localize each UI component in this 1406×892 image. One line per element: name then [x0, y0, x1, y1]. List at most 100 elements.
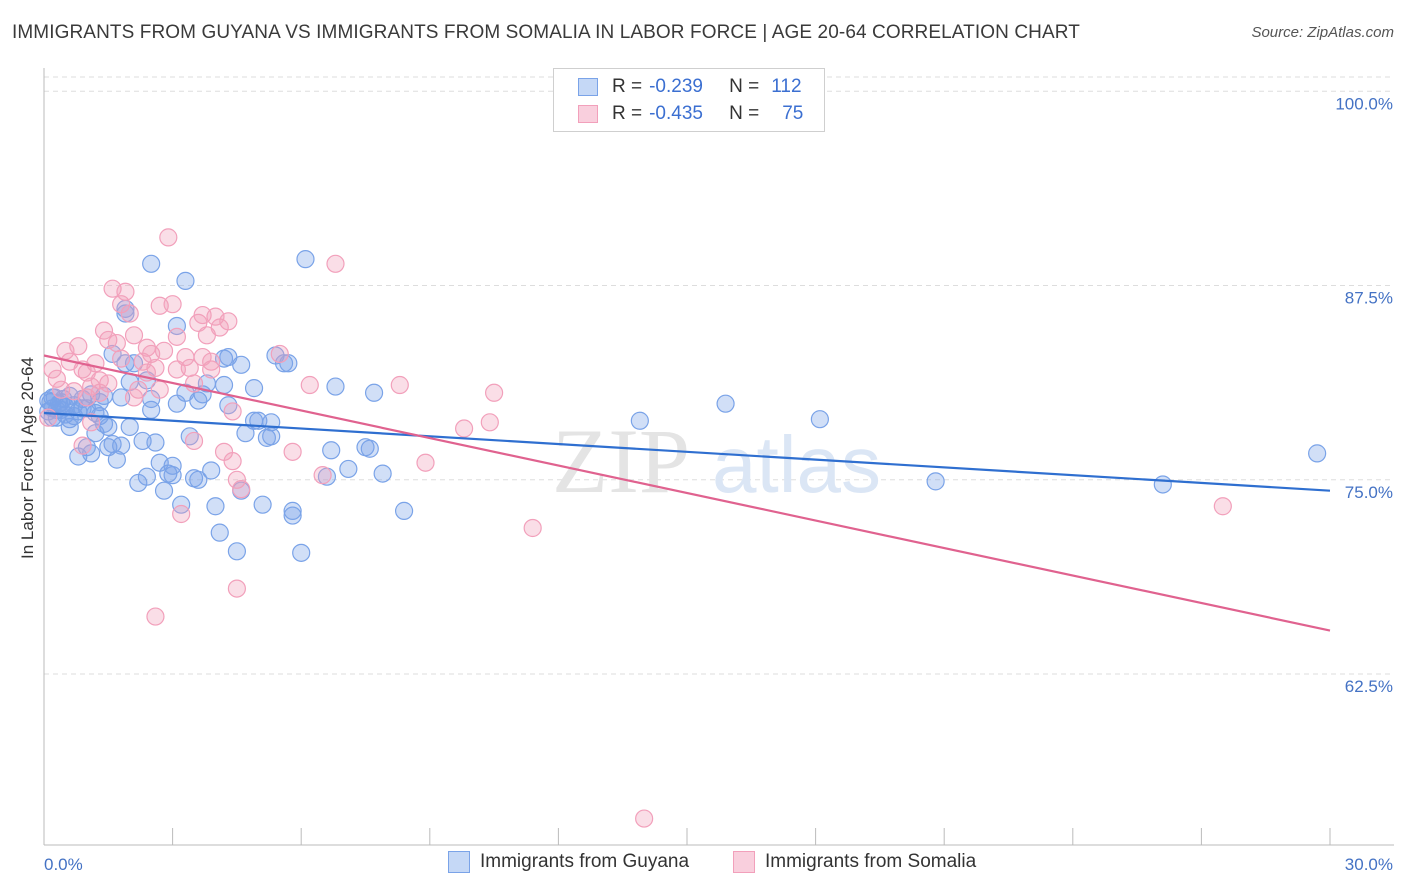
points-layer — [39, 228, 1327, 828]
bottom-legend-guyana[interactable]: Immigrants from Guyana — [448, 851, 689, 873]
somalia-point — [313, 466, 332, 485]
somalia-point — [167, 327, 186, 346]
somalia-point — [82, 413, 101, 432]
somalia-point — [300, 375, 319, 395]
somalia-point — [154, 341, 174, 360]
guyana-point — [253, 495, 272, 514]
somalia-point — [39, 408, 58, 427]
guyana-point — [227, 542, 246, 561]
guyana-point — [360, 439, 379, 458]
trend-layer — [43, 354, 1331, 632]
somalia-point — [270, 344, 289, 364]
bottom-legend-label-somalia: Immigrants from Somalia — [765, 851, 977, 872]
legend-n-value: 75 — [782, 103, 804, 124]
guyana-point — [296, 250, 315, 269]
guyana-point — [150, 453, 169, 472]
somalia-point — [485, 383, 504, 402]
guyana-point — [394, 501, 414, 520]
somalia-point — [120, 304, 139, 323]
y-axis-label: In Labor Force | Age 20-64 — [18, 357, 37, 559]
somalia-point — [227, 470, 246, 489]
guyana-point — [339, 459, 358, 479]
y-tick-label: 75.0% — [1345, 483, 1393, 502]
bottom-legend-swatch-somalia — [733, 851, 755, 873]
somalia-point — [219, 312, 238, 331]
guyana-point — [322, 441, 341, 460]
somalia-point — [64, 382, 84, 401]
guyana-point — [630, 411, 649, 430]
somalia-point — [202, 360, 221, 379]
bottom-legend-swatch-guyana — [448, 851, 470, 873]
tick-layer: 62.5% 75.0% 87.5% 100.0% 0.0% 30.0% — [43, 94, 1393, 874]
legend-r-label: R = — [612, 103, 643, 124]
correlation-legend: R = -0.239 N = 112 R = -0.435 N = 75 — [553, 68, 825, 132]
guyana-point — [120, 417, 139, 437]
somalia-point — [43, 360, 62, 379]
somalia-point — [163, 295, 182, 314]
somalia-point — [193, 347, 212, 367]
somalia-point — [124, 326, 144, 345]
guyana-point — [142, 254, 161, 273]
somalia-point — [167, 360, 186, 379]
guyana-point — [103, 344, 122, 364]
legend-n-label: N = — [729, 103, 760, 124]
somalia-point — [184, 431, 204, 451]
somalia-point — [94, 321, 114, 340]
guyana-point — [146, 433, 165, 452]
guyana-point — [373, 464, 392, 483]
y-tick-label: 100.0% — [1335, 94, 1393, 113]
bottom-legend-somalia[interactable]: Immigrants from Somalia — [733, 851, 976, 873]
somalia-point — [635, 809, 654, 828]
legend-n-value: 112 — [771, 76, 802, 97]
somalia-point — [112, 349, 131, 368]
guyana-point — [283, 501, 302, 520]
legend-r-label: R = — [612, 76, 643, 97]
guyana-point — [326, 377, 345, 396]
guyana-point — [364, 383, 384, 402]
guyana-point — [60, 417, 79, 437]
somalia-point — [137, 338, 156, 357]
guyana-trend-line — [43, 411, 1331, 492]
x-tick-label-min: 0.0% — [44, 855, 83, 874]
watermark: ZIP atlas — [552, 410, 881, 512]
legend-r-value: -0.435 — [649, 103, 703, 124]
y-tick-label: 62.5% — [1345, 677, 1393, 696]
source-credit: Source: ZipAtlas.com — [1251, 24, 1394, 41]
somalia-point — [1213, 497, 1232, 516]
somalia-point — [326, 254, 345, 273]
somalia-point — [146, 358, 165, 378]
guyana-point — [167, 316, 186, 336]
guyana-point — [206, 497, 225, 516]
somalia-point — [146, 607, 165, 626]
somalia-point — [69, 337, 88, 356]
guyana-point — [112, 388, 131, 407]
somalia-point — [159, 228, 178, 247]
guyana-point — [137, 467, 156, 486]
legend-swatch-somalia — [578, 105, 598, 123]
somalia-point — [283, 442, 302, 461]
guyana-point — [154, 481, 174, 500]
somalia-trend-line — [43, 354, 1331, 632]
x-tick-label-max: 30.0% — [1345, 855, 1393, 874]
y-tick-label: 87.5% — [1345, 289, 1393, 308]
somalia-point — [223, 402, 242, 421]
somalia-point — [99, 330, 118, 350]
somalia-point — [172, 504, 191, 524]
legend-row-somalia: R = -0.435 N = 75 — [578, 101, 803, 127]
guyana-point — [1153, 475, 1172, 494]
somalia-point — [227, 579, 246, 598]
guyana-point — [926, 472, 945, 491]
somalia-point — [523, 518, 542, 538]
watermark-atlas: atlas — [712, 420, 881, 509]
chart-title: IMMIGRANTS FROM GUYANA VS IMMIGRANTS FRO… — [12, 22, 1080, 43]
legend-row-guyana: R = -0.239 N = 112 — [578, 74, 802, 100]
somalia-point — [480, 413, 499, 432]
legend-swatch-guyana — [578, 78, 598, 96]
legend-r-value: -0.239 — [649, 76, 703, 97]
guyana-point — [116, 304, 135, 323]
guyana-point — [172, 495, 191, 514]
somalia-point — [73, 436, 92, 455]
somalia-point — [390, 375, 409, 395]
guyana-point — [232, 355, 251, 374]
